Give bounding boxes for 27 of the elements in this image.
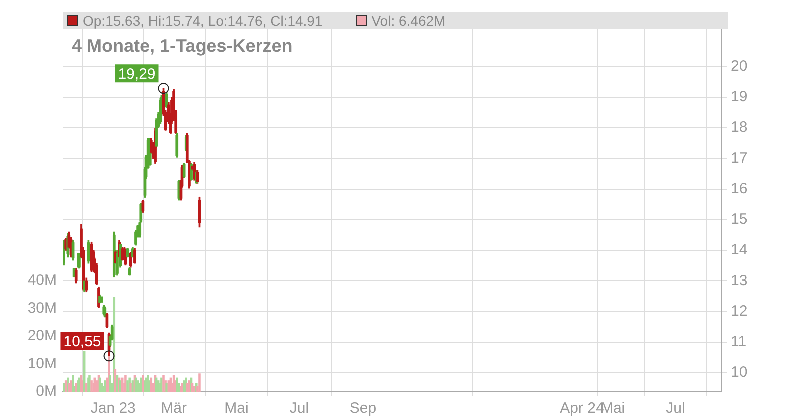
y-tick-label: 13 <box>731 272 748 290</box>
y2-tick-label: 20M <box>28 328 57 345</box>
y-tick-label: 18 <box>731 119 748 136</box>
annotation: 19,29 <box>118 66 156 83</box>
y-tick-label: 16 <box>731 180 748 198</box>
x-tick-label: Jul <box>290 400 310 418</box>
x-tick-label: Mär <box>161 400 187 418</box>
annotation: Op:15.63, Hi:15.74, Lo:14.76, Cl:14.91 <box>83 12 323 28</box>
y-tick-label: 12 <box>731 302 748 320</box>
y2-tick-label: 40M <box>28 272 57 290</box>
y-tick-label: 11 <box>731 334 747 351</box>
y2-tick-label: 10M <box>28 355 57 372</box>
annotation: Vol: 6.462M <box>372 12 446 28</box>
x-tick-label: Jul <box>666 400 686 418</box>
x-tick-label: Sep <box>350 400 377 418</box>
y2-tick-label: 30M <box>28 300 57 317</box>
y-tick-label: 10 <box>731 364 748 382</box>
annotation: 10,55 <box>64 333 102 350</box>
y-tick-label: 14 <box>731 242 748 259</box>
y2-tick-label: 0M <box>36 383 57 400</box>
x-tick-label: Mai <box>224 400 249 418</box>
y-tick-label: 17 <box>731 150 748 167</box>
x-tick-label: Jan 23 <box>90 400 136 418</box>
text: 4 Monate, 1-Tages-Kerzen <box>72 36 293 57</box>
y-tick-label: 19 <box>731 88 748 106</box>
y-tick-label: 20 <box>731 58 748 76</box>
y-tick-label: 15 <box>731 211 748 228</box>
